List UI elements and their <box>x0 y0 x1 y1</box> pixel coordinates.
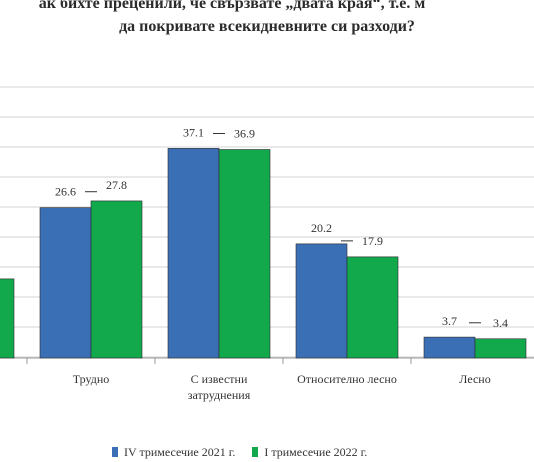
bar-1-3 <box>295 243 348 359</box>
bar-2-2 <box>218 149 271 359</box>
category-label-2-line-0: С известни <box>191 372 248 386</box>
data-label-2-2: 36.9 <box>234 127 255 141</box>
bar-2-3 <box>346 256 399 359</box>
bar-2-4 <box>474 338 527 359</box>
category-label-1: Трудно <box>73 372 110 386</box>
chart-title-line-2: да покривате всекидневните си разходи? <box>119 18 415 35</box>
legend-swatch-series-1 <box>112 447 118 457</box>
category-label-3: Относително лесно <box>297 372 397 386</box>
bar-2-1 <box>90 200 143 359</box>
data-label-2-3: 17.9 <box>362 234 383 248</box>
category-label-2-line-1: затруднения <box>188 388 251 402</box>
data-label-1-4: 3.7 <box>442 314 457 328</box>
data-label-2-4: 3.4 <box>493 316 508 330</box>
bar-2-0 <box>0 278 15 359</box>
category-label-4: Лесно <box>459 372 490 386</box>
legend-label-series-1: IV тримесечие 2021 г. <box>124 445 236 459</box>
legend-item-series-2: I тримесечие 2022 г. <box>252 445 367 459</box>
bar-1-1 <box>39 207 92 359</box>
data-label-1-2: 37.1 <box>183 125 204 139</box>
data-label-1-1: 26.6 <box>55 185 76 199</box>
data-label-1-3: 20.2 <box>311 221 332 235</box>
bar-1-4 <box>423 336 476 359</box>
bar-1-2 <box>167 148 220 359</box>
legend-item-series-1: IV тримесечие 2021 г. <box>112 445 238 459</box>
data-label-2-1: 27.8 <box>106 178 127 192</box>
chart-title-line-1: ак бихте преценили, че свързвате „двата … <box>38 0 426 12</box>
legend-swatch-series-2 <box>252 447 259 457</box>
legend-label-series-2: I тримесечие 2022 г. <box>264 445 368 459</box>
chart-legend: IV тримесечие 2021 г. I тримесечие 2022 … <box>112 445 381 460</box>
